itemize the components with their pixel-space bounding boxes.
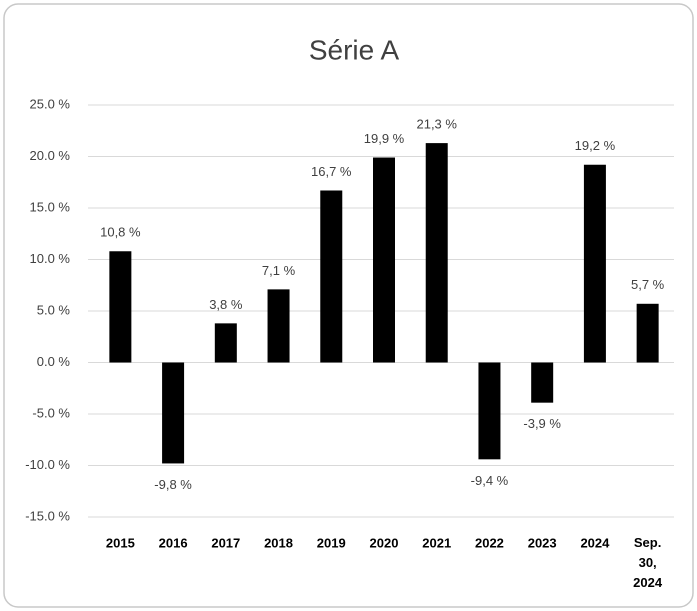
x-tick-label: 2024 <box>580 535 610 550</box>
bar <box>373 157 395 363</box>
x-tick-label: 2020 <box>370 535 399 550</box>
x-tick-label: 2023 <box>528 535 557 550</box>
x-tick-label: 2016 <box>159 535 188 550</box>
x-tick-label: 2019 <box>317 535 346 550</box>
x-tick-label: 2021 <box>422 535 451 550</box>
data-label: 21,3 % <box>416 117 457 132</box>
data-label: 16,7 % <box>311 164 352 179</box>
bar <box>214 323 237 363</box>
y-tick-label: -10.0 % <box>25 457 70 472</box>
y-tick-label: 10.0 % <box>30 251 71 266</box>
y-tick-label: 0.0 % <box>37 354 71 369</box>
bar <box>636 303 659 363</box>
bar <box>109 251 132 363</box>
bar <box>531 362 554 403</box>
data-label: -9,8 % <box>154 477 192 492</box>
bar <box>583 164 606 363</box>
data-label: 3,8 % <box>209 297 243 312</box>
y-tick-label: -15.0 % <box>25 508 70 523</box>
bar <box>425 143 448 363</box>
x-tick-label: 2015 <box>106 535 135 550</box>
x-tick-label: 2017 <box>211 535 240 550</box>
y-tick-label: 5.0 % <box>37 302 71 317</box>
data-label: 7,1 % <box>262 263 296 278</box>
bar <box>320 190 343 363</box>
bar <box>478 362 501 460</box>
bar <box>267 289 290 363</box>
data-label: -3,9 % <box>523 416 561 431</box>
data-label: 19,9 % <box>364 131 405 146</box>
data-label: 19,2 % <box>575 138 616 153</box>
x-tick-label: 2018 <box>264 535 293 550</box>
bar <box>162 362 185 464</box>
y-tick-label: -5.0 % <box>32 405 70 420</box>
y-tick-label: 15.0 % <box>30 199 71 214</box>
x-tick-label: Sep. 30, 2024 <box>633 535 663 590</box>
x-tick-label: 2022 <box>475 535 504 550</box>
y-tick-label: 25.0 % <box>30 96 71 111</box>
chart-title: Série A <box>309 34 400 65</box>
data-label: -9,4 % <box>471 473 509 488</box>
data-label: 5,7 % <box>631 277 665 292</box>
data-label: 10,8 % <box>100 225 141 240</box>
y-tick-label: 20.0 % <box>30 148 71 163</box>
